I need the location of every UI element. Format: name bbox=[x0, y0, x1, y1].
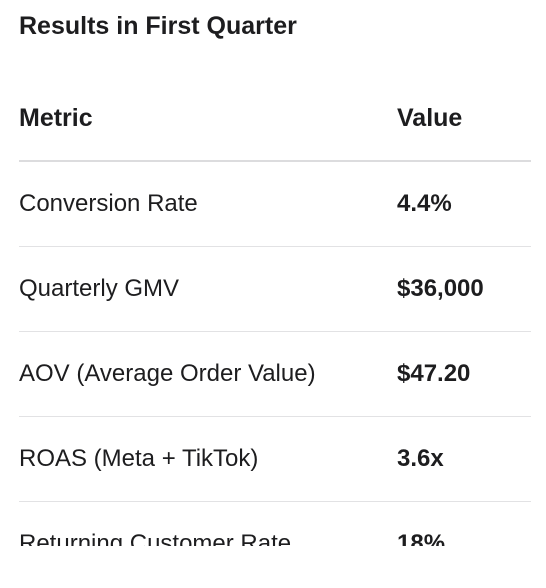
table-row: Quarterly GMV $36,000 bbox=[19, 247, 531, 332]
value-cell: 4.4% bbox=[397, 190, 452, 217]
table-row: Conversion Rate 4.4% bbox=[19, 162, 531, 247]
value-cell: $47.20 bbox=[397, 360, 471, 387]
column-header-value: Value bbox=[397, 104, 463, 132]
page-title: Results in First Quarter bbox=[19, 12, 297, 40]
table-row: Returning Customer Rate 18% bbox=[19, 502, 531, 546]
metric-cell: ROAS (Meta + TikTok) bbox=[19, 445, 259, 472]
results-table: Metric Value Conversion Rate 4.4% Quarte… bbox=[19, 76, 531, 546]
metric-cell: Conversion Rate bbox=[19, 190, 198, 217]
metric-cell: AOV (Average Order Value) bbox=[19, 360, 316, 387]
table-row: AOV (Average Order Value) $47.20 bbox=[19, 332, 531, 417]
value-cell: 3.6x bbox=[397, 445, 444, 472]
table-header-row: Metric Value bbox=[19, 76, 531, 162]
value-cell: 18% bbox=[397, 530, 446, 546]
table-row: ROAS (Meta + TikTok) 3.6x bbox=[19, 417, 531, 502]
column-header-metric: Metric bbox=[19, 104, 93, 132]
metric-cell: Quarterly GMV bbox=[19, 275, 180, 302]
value-cell: $36,000 bbox=[397, 275, 484, 302]
metric-cell: Returning Customer Rate bbox=[19, 530, 292, 546]
